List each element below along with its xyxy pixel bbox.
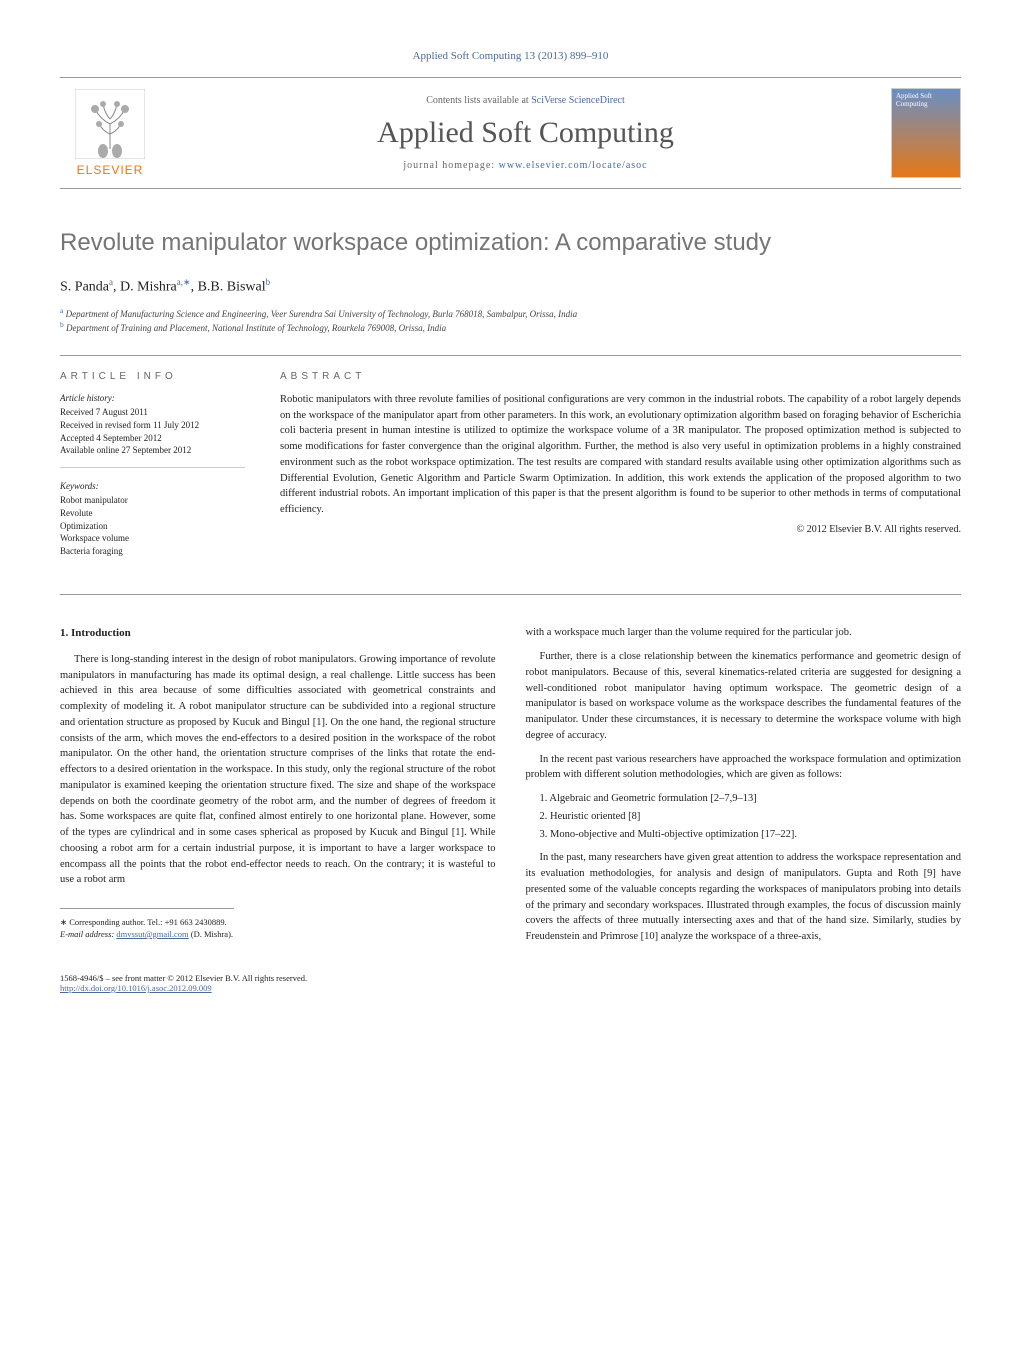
section-1-heading: 1. Introduction [60, 625, 496, 642]
column-right: with a workspace much larger than the vo… [526, 625, 962, 953]
affiliations: a Department of Manufacturing Science an… [60, 306, 961, 335]
affiliation-b: b Department of Training and Placement, … [60, 320, 961, 335]
contents-prefix: Contents lists available at [426, 95, 531, 106]
methodology-list: 1. Algebraic and Geometric formulation [… [540, 791, 962, 842]
keywords-block: Keywords: Robot manipulator Revolute Opt… [60, 480, 245, 568]
received-date: Received 7 August 2011 [60, 406, 245, 419]
keywords-label: Keywords: [60, 480, 245, 493]
info-abstract-row: ARTICLE INFO Article history: Received 7… [60, 355, 961, 596]
masthead: ELSEVIER Contents lists available at Sci… [60, 77, 961, 189]
article-title: Revolute manipulator workspace optimizat… [60, 229, 961, 257]
masthead-center: Contents lists available at SciVerse Sci… [160, 95, 891, 171]
footnote-separator [60, 908, 234, 909]
para-4: In the recent past various researchers h… [526, 752, 962, 784]
para-1: There is long-standing interest in the d… [60, 652, 496, 888]
authors-line: S. Pandaa, D. Mishraa,∗, B.B. Biswalb [60, 277, 961, 296]
corr-email-link[interactable]: dmvssut@gmail.com [116, 929, 188, 939]
keyword-3: Optimization [60, 520, 245, 533]
affiliation-a: a Department of Manufacturing Science an… [60, 306, 961, 321]
list-item-1: 1. Algebraic and Geometric formulation [… [540, 791, 962, 807]
homepage-link[interactable]: www.elsevier.com/locate/asoc [499, 160, 648, 171]
article-info-heading: ARTICLE INFO [60, 371, 245, 382]
keyword-4: Workspace volume [60, 532, 245, 545]
footnote-corresponding: ∗ Corresponding author. Tel.: +91 663 24… [60, 917, 496, 941]
affil-b-text: Department of Training and Placement, Na… [66, 323, 446, 333]
author-3: B.B. Biswal [198, 280, 266, 295]
elsevier-logo: ELSEVIER [60, 89, 160, 177]
corr-email-line: E-mail address: dmvssut@gmail.com (D. Mi… [60, 929, 496, 941]
elsevier-tree-icon [75, 89, 145, 159]
abstract-text: Robotic manipulators with three revolute… [280, 392, 961, 518]
author-1-affil: a [109, 277, 113, 287]
abstract: ABSTRACT Robotic manipulators with three… [260, 356, 961, 595]
contents-available-line: Contents lists available at SciVerse Sci… [160, 95, 891, 106]
homepage-line: journal homepage: www.elsevier.com/locat… [160, 160, 891, 171]
author-1: S. Panda [60, 280, 109, 295]
keyword-1: Robot manipulator [60, 494, 245, 507]
journal-cover-thumbnail: Applied Soft Computing [891, 88, 961, 178]
list-item-2: 2. Heuristic oriented [8] [540, 809, 962, 825]
keyword-5: Bacteria foraging [60, 545, 245, 558]
cover-thumb-title: Applied Soft Computing [896, 93, 956, 108]
journal-citation: Applied Soft Computing 13 (2013) 899–910 [60, 50, 961, 62]
affil-a-sup: a [60, 306, 63, 315]
author-2: D. Mishra [120, 280, 177, 295]
affil-a-text: Department of Manufacturing Science and … [66, 309, 578, 319]
article-history-block: Article history: Received 7 August 2011 … [60, 392, 245, 468]
corr-author-line: ∗ Corresponding author. Tel.: +91 663 24… [60, 917, 496, 929]
journal-title: Applied Soft Computing [160, 116, 891, 150]
author-2-affil: a,∗ [177, 277, 191, 287]
para-5: In the past, many researchers have given… [526, 850, 962, 945]
issn-line: 1568-4946/$ – see front matter © 2012 El… [60, 973, 961, 983]
page-container: Applied Soft Computing 13 (2013) 899–910… [0, 0, 1021, 1043]
body-columns: 1. Introduction There is long-standing i… [60, 625, 961, 953]
doi-link[interactable]: http://dx.doi.org/10.1016/j.asoc.2012.09… [60, 983, 212, 993]
abstract-copyright: © 2012 Elsevier B.V. All rights reserved… [280, 524, 961, 535]
revised-date: Received in revised form 11 July 2012 [60, 419, 245, 432]
list-item-3: 3. Mono-objective and Multi-objective op… [540, 827, 962, 843]
accepted-date: Accepted 4 September 2012 [60, 432, 245, 445]
abstract-heading: ABSTRACT [280, 371, 961, 382]
online-date: Available online 27 September 2012 [60, 444, 245, 457]
keyword-2: Revolute [60, 507, 245, 520]
para-3: Further, there is a close relationship b… [526, 649, 962, 744]
sciencedirect-link[interactable]: SciVerse ScienceDirect [531, 95, 625, 106]
email-suffix: (D. Mishra). [189, 929, 233, 939]
history-label: Article history: [60, 392, 245, 405]
email-label: E-mail address: [60, 929, 116, 939]
article-info: ARTICLE INFO Article history: Received 7… [60, 356, 260, 595]
column-left: 1. Introduction There is long-standing i… [60, 625, 496, 953]
homepage-prefix: journal homepage: [403, 160, 498, 171]
affil-b-sup: b [60, 320, 64, 329]
page-footer: 1568-4946/$ – see front matter © 2012 El… [60, 973, 961, 993]
para-2: with a workspace much larger than the vo… [526, 625, 962, 641]
elsevier-wordmark: ELSEVIER [77, 163, 144, 177]
author-3-affil: b [266, 277, 271, 287]
